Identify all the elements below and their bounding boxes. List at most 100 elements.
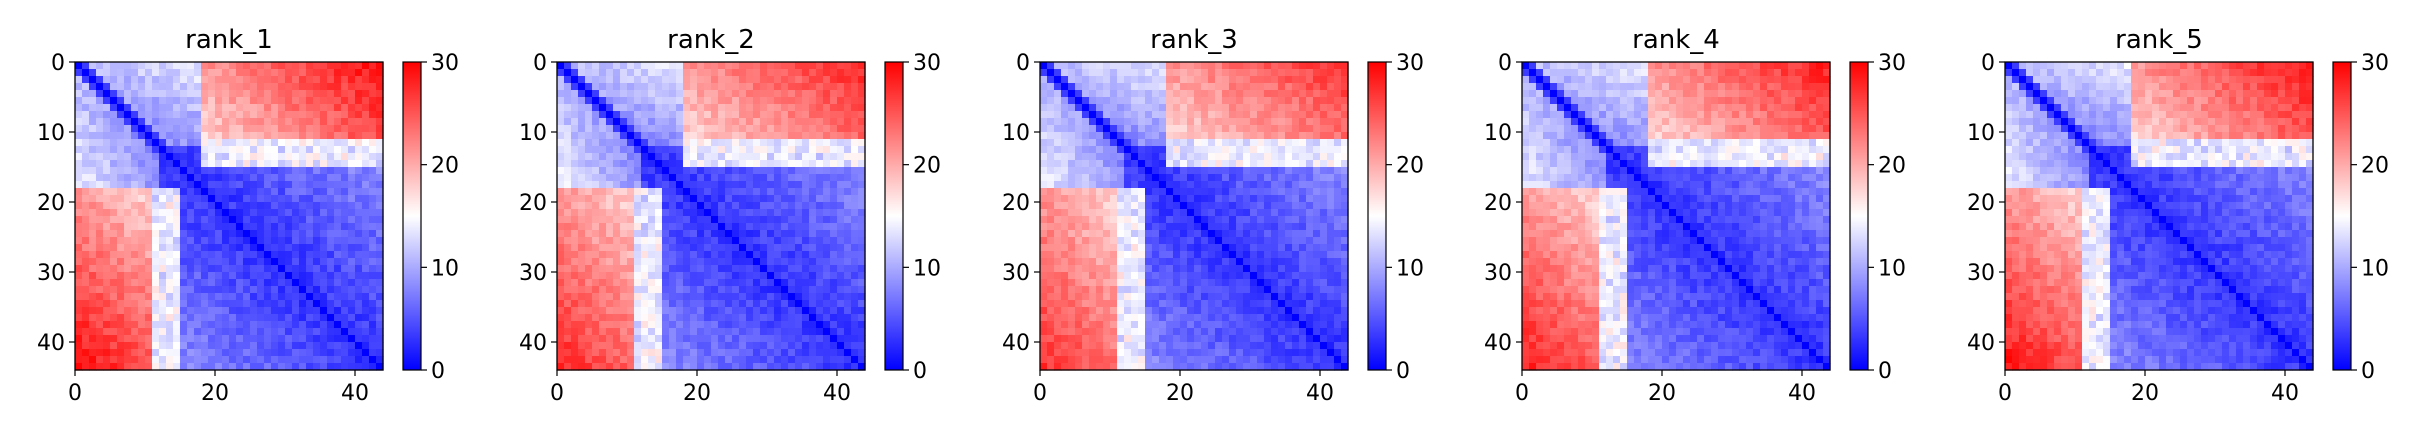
heatmap-cell: [613, 118, 621, 126]
heatmap-cell: [215, 97, 223, 105]
heatmap-cell: [327, 293, 335, 301]
heatmap-cell: [138, 265, 146, 273]
heatmap-cell: [1180, 181, 1188, 189]
heatmap-cell: [222, 314, 230, 322]
heatmap-cell: [285, 223, 293, 231]
heatmap-cell: [222, 258, 230, 266]
heatmap-cell: [271, 279, 279, 287]
heatmap-cell: [844, 104, 852, 112]
heatmap-cell: [236, 363, 244, 371]
heatmap-cell: [669, 307, 677, 315]
heatmap-cell: [1285, 153, 1293, 161]
heatmap-cell: [704, 202, 712, 210]
heatmap-cell: [1047, 62, 1055, 70]
heatmap-cell: [306, 111, 314, 119]
heatmap-cell: [1173, 209, 1181, 217]
heatmap-cell: [229, 104, 237, 112]
heatmap-cell: [837, 202, 845, 210]
heatmap-cell: [173, 188, 181, 196]
heatmap-cell: [802, 307, 810, 315]
heatmap-cell: [753, 195, 761, 203]
heatmap-cell: [837, 139, 845, 147]
heatmap-cell: [858, 272, 866, 280]
heatmap-cell: [571, 279, 579, 287]
heatmap-cell: [208, 139, 216, 147]
heatmap-cell: [1131, 83, 1139, 91]
heatmap-cell: [781, 195, 789, 203]
heatmap-cell: [1229, 97, 1237, 105]
heatmap-cell: [180, 202, 188, 210]
heatmap-cell: [669, 62, 677, 70]
heatmap-cell: [739, 174, 747, 182]
heatmap-cell: [320, 223, 328, 231]
heatmap-cell: [299, 293, 307, 301]
heatmap-cell: [578, 209, 586, 217]
heatmap-cell: [1285, 76, 1293, 84]
heatmap-cell: [159, 83, 167, 91]
heatmap-cell: [285, 97, 293, 105]
heatmap-cell: [620, 279, 628, 287]
heatmap-cell: [1278, 62, 1286, 70]
heatmap-cell: [278, 174, 286, 182]
heatmap-cell: [641, 202, 649, 210]
heatmap-cell: [334, 279, 342, 287]
heatmap-cell: [599, 62, 607, 70]
heatmap-cell: [788, 62, 796, 70]
heatmap-cell: [278, 76, 286, 84]
heatmap-cell: [697, 265, 705, 273]
heatmap-cell: [341, 216, 349, 224]
heatmap-cell: [1145, 111, 1153, 119]
heatmap-cell: [1089, 202, 1097, 210]
heatmap-cell: [641, 153, 649, 161]
heatmap-cell: [1313, 167, 1321, 175]
heatmap-cell: [215, 314, 223, 322]
heatmap-cell: [1285, 181, 1293, 189]
heatmap-cell: [117, 76, 125, 84]
heatmap-cell: [1124, 160, 1132, 168]
heatmap-cell: [753, 139, 761, 147]
heatmap-cell: [837, 230, 845, 238]
heatmap-cell: [1089, 174, 1097, 182]
heatmap-cell: [690, 314, 698, 322]
heatmap-cell: [355, 349, 363, 357]
heatmap-cell: [1096, 146, 1104, 154]
heatmap-cell: [851, 76, 859, 84]
heatmap-cell: [264, 146, 272, 154]
heatmap-cell: [1159, 195, 1167, 203]
heatmap-cell: [96, 223, 104, 231]
heatmap-cell: [208, 216, 216, 224]
heatmap-cell: [578, 125, 586, 133]
heatmap-cell: [264, 90, 272, 98]
heatmap-cell: [96, 153, 104, 161]
heatmap-cell: [250, 139, 258, 147]
heatmap-cell: [376, 356, 384, 364]
heatmap-cell: [753, 356, 761, 364]
heatmap-cell: [760, 230, 768, 238]
heatmap-cell: [355, 300, 363, 308]
heatmap-cell: [159, 76, 167, 84]
heatmap-cell: [578, 139, 586, 147]
heatmap-cell: [271, 356, 279, 364]
heatmap-cell: [306, 195, 314, 203]
heatmap-cell: [145, 230, 153, 238]
heatmap-cell: [75, 356, 83, 364]
heatmap-cell: [1110, 160, 1118, 168]
heatmap-cell: [823, 104, 831, 112]
heatmap-cell: [334, 251, 342, 259]
heatmap-cell: [1187, 97, 1195, 105]
x-tick-label: 40: [823, 381, 851, 406]
heatmap-cell: [1040, 97, 1048, 105]
heatmap-cell: [1229, 146, 1237, 154]
heatmap-cell: [376, 328, 384, 336]
heatmap-cell: [131, 125, 139, 133]
heatmap-cell: [627, 97, 635, 105]
heatmap-cell: [592, 139, 600, 147]
heatmap-cell: [1054, 181, 1062, 189]
heatmap-cell: [334, 230, 342, 238]
heatmap-cell: [697, 258, 705, 266]
heatmap-cell: [725, 356, 733, 364]
heatmap-cell: [858, 230, 866, 238]
heatmap-cell: [1306, 104, 1314, 112]
heatmap-cell: [145, 188, 153, 196]
heatmap-cell: [96, 244, 104, 252]
